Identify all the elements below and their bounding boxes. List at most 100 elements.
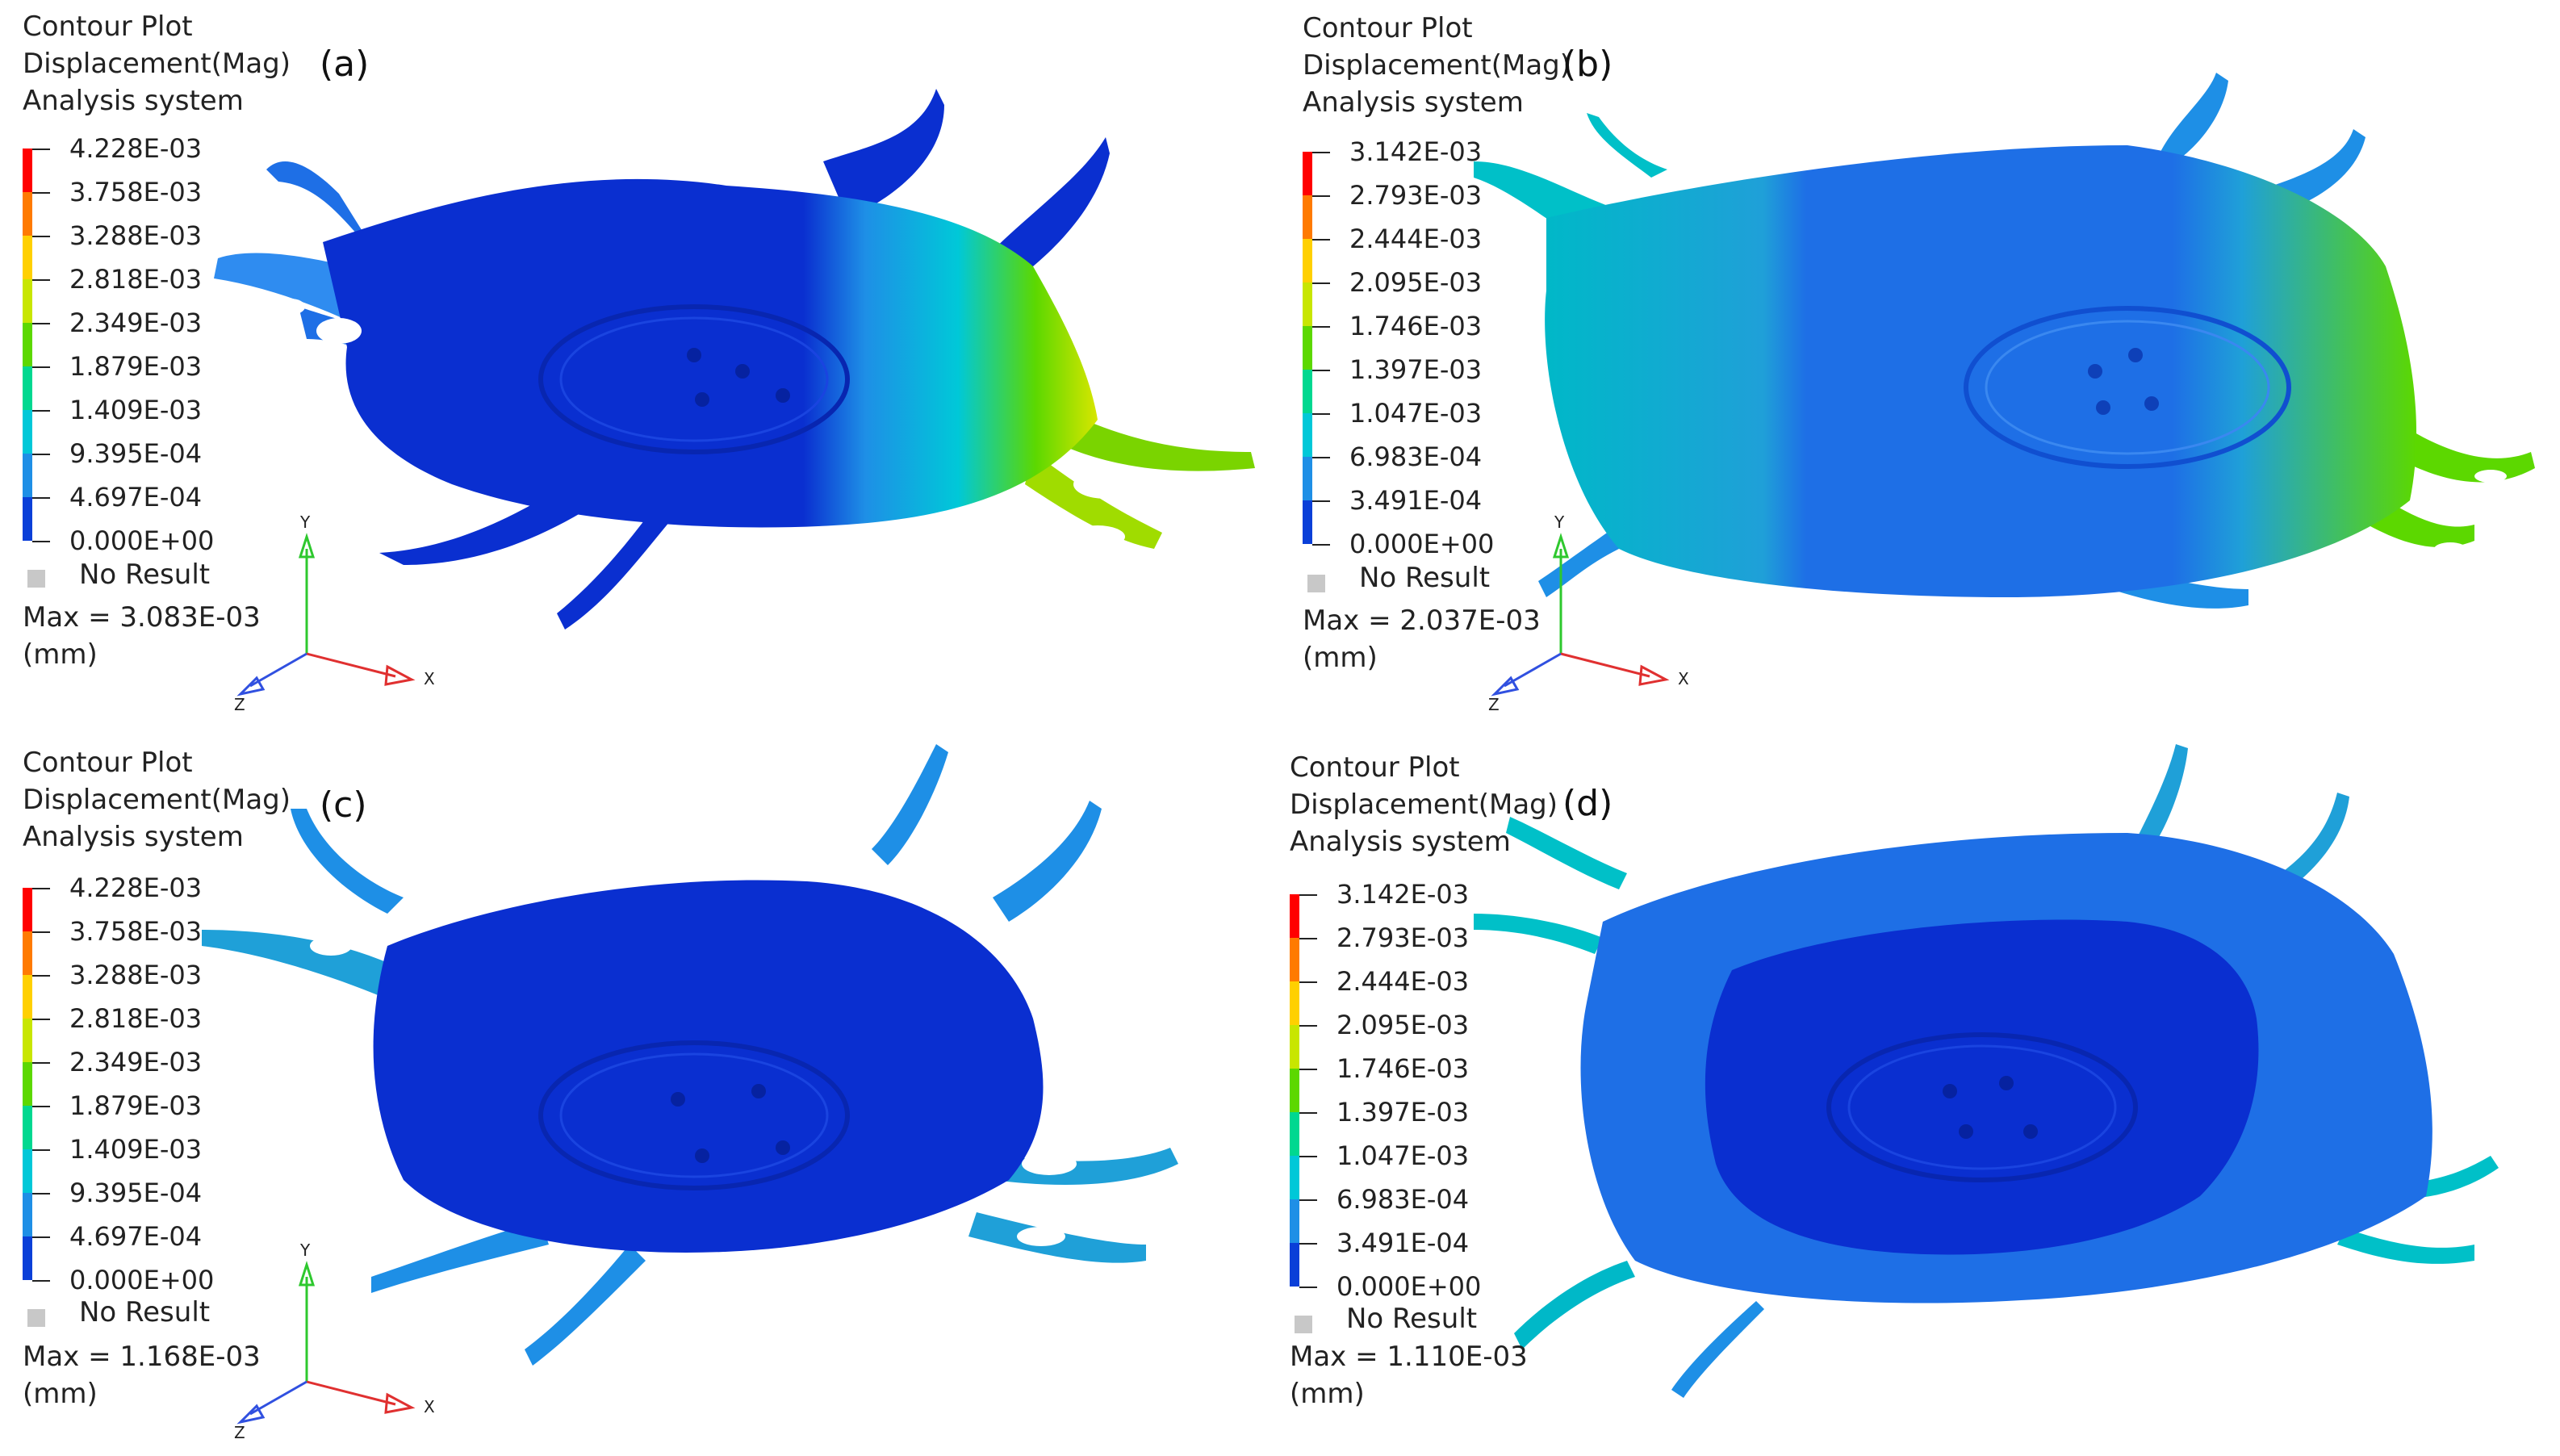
legend-segment [23,1019,32,1062]
legend-tick [1312,239,1330,241]
legend-segment [1290,981,1299,1025]
legend-value: 3.491E-04 [1349,485,1483,516]
legend-value: 4.228E-03 [69,133,203,164]
max-readout: Max = 3.083E-03 [23,599,261,636]
legend-tick [32,497,50,499]
legend-tick [1312,282,1330,284]
legend-tick [32,410,50,412]
unit-label: (mm) [23,1378,98,1410]
legend-value: 1.746E-03 [1349,311,1483,341]
legend-value: 2.349E-03 [69,1047,203,1077]
legend-title-line: Contour Plot [23,10,193,43]
fea-model-b [1474,73,2535,609]
legend-title-line: Contour Plot [1290,751,1460,784]
legend-title-line: Analysis system [1290,826,1511,858]
legend-segment [23,497,32,541]
axis-label-z: Z [1488,695,1500,714]
legend-value: 2.793E-03 [1336,923,1470,953]
axis-label-x: X [424,669,435,688]
legend-tick [32,1236,50,1238]
legend-value: 3.142E-03 [1336,879,1470,910]
no-result-swatch [1295,1316,1312,1333]
legend-value: 9.395E-04 [69,438,203,469]
legend-tick [32,279,50,281]
legend-segment [23,1062,32,1106]
legend-segment [1290,1199,1299,1243]
legend-segment [1303,370,1312,413]
max-prefix: Max = [23,1341,111,1373]
max-prefix: Max = [1290,1341,1378,1373]
legend-value: 6.983E-04 [1336,1184,1470,1215]
legend-title-line: Analysis system [1303,86,1524,119]
panel-d: Contour Plot Displacement(Mag) Analysis … [1280,728,2560,1456]
max-prefix: Max = [1303,605,1391,637]
no-result-label: No Result [79,559,211,591]
legend-value: 1.397E-03 [1349,354,1483,385]
legend-tick [32,454,50,455]
legend-segment [1290,938,1299,981]
legend-value: 2.095E-03 [1336,1010,1470,1040]
legend-segment [23,1106,32,1149]
legend-tick [1312,457,1330,458]
legend-tick [32,1280,50,1282]
legend-title: Contour Plot Displacement(Mag) Analysis … [1290,749,1558,860]
axis-label-y: Y [1554,513,1565,532]
legend-value: 9.395E-04 [69,1178,203,1208]
legend-title-line: Displacement(Mag) [23,784,291,816]
axis-triad: Y X Z [234,1241,435,1442]
legend-tick [32,888,50,889]
legend-tick [1312,544,1330,546]
legend-tick [1299,1156,1317,1157]
legend-value: 2.095E-03 [1349,267,1483,298]
legend-tick [1312,370,1330,371]
axis-label-y: Y [299,1241,311,1260]
legend-title-line: Contour Plot [23,747,193,779]
legend-tick [1312,152,1330,153]
legend-value: 1.879E-03 [69,351,203,382]
legend-value: 3.288E-03 [69,960,203,990]
legend-value: 3.758E-03 [69,177,203,207]
legend-segment [1303,239,1312,282]
axis-label-z: Z [234,1423,245,1442]
panel-b: Contour Plot Displacement(Mag) Analysis … [1280,0,2560,728]
legend-value: 1.397E-03 [1336,1097,1470,1128]
panel-label: (d) [1562,783,1613,824]
legend-segment [1303,195,1312,239]
axis-label-y: Y [299,513,311,532]
legend-tick [32,541,50,542]
legend-tick [32,931,50,933]
legend-title-line: Contour Plot [1303,12,1473,44]
legend-value: 4.697E-04 [69,482,203,513]
legend-value: 3.288E-03 [69,220,203,251]
legend-segment [1303,282,1312,326]
unit-label: (mm) [1290,1378,1365,1410]
legend-segment [23,975,32,1019]
legend-segment [1303,457,1312,500]
legend-value: 0.000E+00 [1349,529,1495,559]
max-readout: Max = 1.168E-03 [23,1338,261,1375]
legend-segment [23,366,32,410]
legend-tick [1312,326,1330,328]
legend-value: 1.409E-03 [69,395,203,425]
legend-value: 4.228E-03 [69,872,203,903]
fea-model-d [1474,744,2499,1398]
legend-value: 2.818E-03 [69,264,203,295]
no-result-label: No Result [1359,562,1491,594]
legend-tick [32,366,50,368]
legend-segment [23,1236,32,1280]
legend-segment [23,279,32,323]
max-value: 2.037E-03 [1399,605,1541,637]
legend-value: 3.142E-03 [1349,136,1483,167]
legend-value: 2.444E-03 [1336,966,1470,997]
axis-label-x: X [424,1397,435,1416]
legend-tick [32,1106,50,1107]
legend-segment [23,1149,32,1193]
legend-tick [32,323,50,324]
legend-title-line: Displacement(Mag) [1290,789,1558,821]
legend-value: 2.818E-03 [69,1003,203,1034]
legend-segment [1290,1069,1299,1112]
legend-segment [1303,326,1312,370]
legend-segment [1290,1243,1299,1287]
legend-value: 2.349E-03 [69,308,203,338]
legend-segment [23,888,32,931]
